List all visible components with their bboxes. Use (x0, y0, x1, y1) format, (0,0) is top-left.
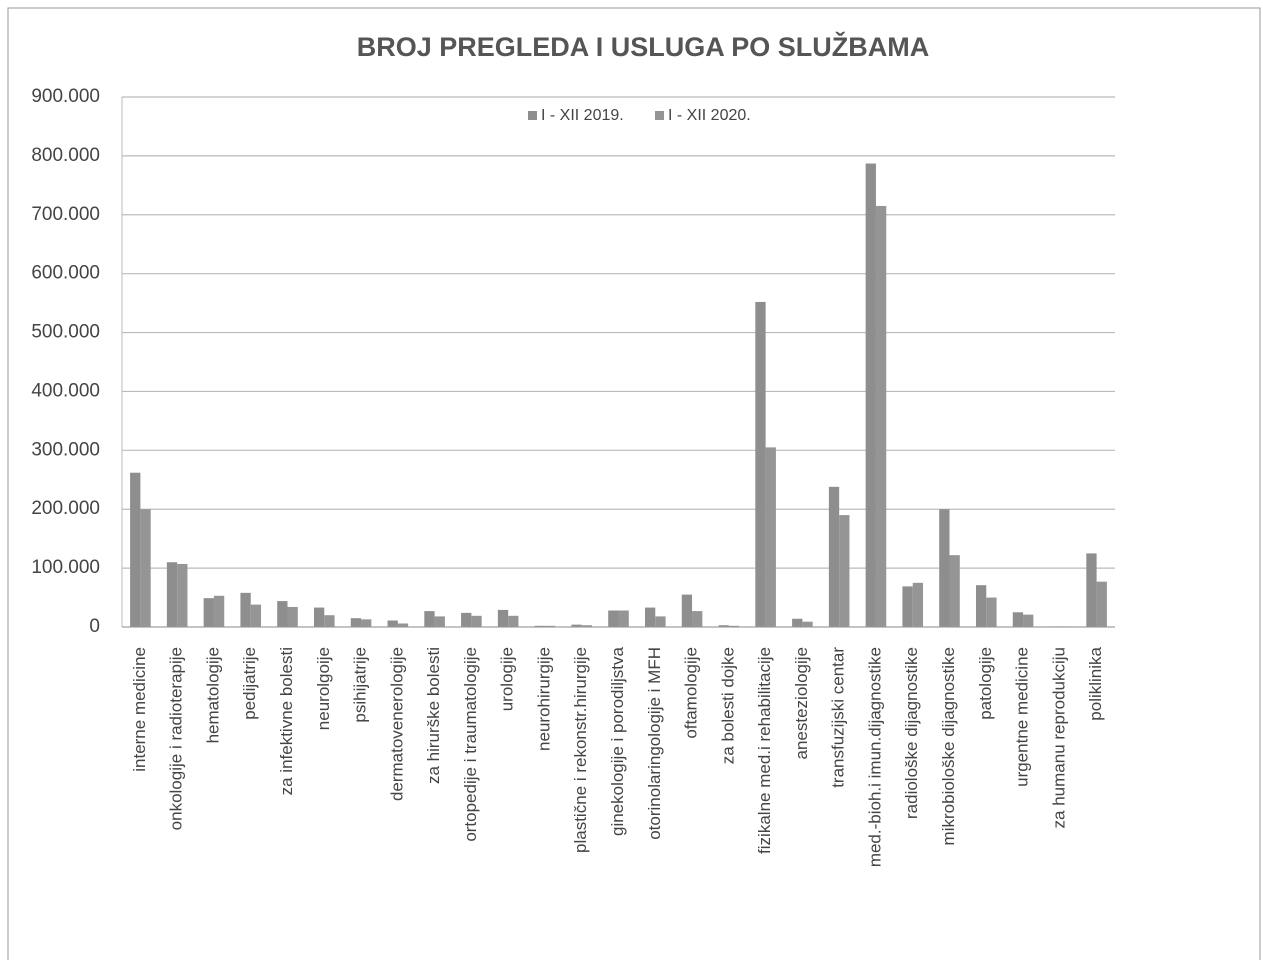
x-tick-label: dermatovenerologije (387, 647, 406, 801)
bar (912, 582, 924, 627)
x-tick-label: mikrobiološke dijagnostike (939, 647, 958, 845)
x-tick-label: ginekologije i porodiljstva (608, 646, 627, 836)
bar (361, 619, 372, 627)
bar (975, 585, 987, 627)
x-tick-label: urgentne medicine (1013, 647, 1032, 787)
bar (350, 618, 362, 627)
legend-label: I - XII 2020. (668, 107, 751, 124)
x-tick-label: radiološke dijagnostike (902, 647, 921, 819)
bar (213, 595, 225, 627)
bar (497, 609, 509, 627)
x-tick-label: fizikalne med.i rehabilitacije (755, 647, 774, 854)
bar (828, 486, 840, 627)
x-tick-label: oftamologije (682, 647, 701, 739)
x-tick-label: otorinolaringologije i MFH (645, 647, 664, 840)
bar (324, 615, 335, 627)
bar (471, 615, 482, 627)
bar (949, 555, 960, 627)
bar (839, 515, 850, 627)
bar (939, 509, 950, 627)
bar (865, 163, 876, 628)
y-tick-label: 200.000 (31, 498, 100, 519)
bar (434, 616, 445, 627)
bar (1096, 581, 1107, 627)
x-tick-label: anesteziologije (792, 647, 811, 759)
x-tick-label: za humanu reprodukciju (1049, 647, 1068, 828)
x-tick-label: transfuzijski centar (829, 647, 848, 788)
y-tick-label: 800.000 (31, 145, 100, 166)
bar (1012, 612, 1024, 627)
x-tick-label: med.-bioh.i imun.dijagnostike (865, 647, 884, 867)
bar (718, 625, 729, 627)
bar (240, 592, 251, 627)
bar (681, 594, 693, 627)
y-tick-label: 0 (89, 616, 100, 637)
bar (250, 604, 262, 627)
bar (508, 615, 519, 627)
bar (277, 601, 288, 627)
legend-label: I - XII 2019. (541, 107, 624, 124)
bar (986, 597, 997, 627)
bar (655, 616, 666, 627)
bar (792, 618, 803, 627)
bar (755, 301, 766, 627)
bar (875, 205, 887, 627)
x-tick-label: interne medicine (130, 647, 149, 772)
y-tick-label: 400.000 (31, 380, 100, 401)
legend-swatch (655, 111, 664, 120)
bar (544, 625, 556, 627)
x-tick-label: hematologije (203, 647, 222, 743)
x-tick-label: urologije (498, 647, 517, 711)
x-tick-label: poliklinika (1086, 646, 1105, 720)
x-tick-label: neurolgoije (314, 647, 333, 730)
x-tick-label: za bolesti dojke (718, 647, 737, 764)
bar (608, 610, 619, 627)
chart-frame (7, 7, 1261, 960)
x-tick-label: patologije (976, 647, 995, 720)
bar (765, 447, 776, 627)
bar (534, 625, 545, 627)
legend-swatch (528, 111, 537, 120)
y-tick-label: 300.000 (31, 439, 100, 460)
y-tick-label: 900.000 (31, 86, 100, 107)
bar (581, 625, 593, 627)
x-tick-label: neurohirurgije (534, 647, 553, 751)
bar (728, 625, 740, 627)
x-tick-label: plastične i rekonstr.hirurgije (571, 647, 590, 853)
bar (166, 562, 178, 627)
x-tick-label: psihijatrije (351, 647, 370, 723)
bar (1086, 553, 1097, 627)
bar (130, 472, 141, 627)
y-tick-label: 500.000 (31, 322, 100, 343)
y-tick-label: 600.000 (31, 263, 100, 284)
y-tick-label: 100.000 (31, 557, 100, 578)
bar (140, 509, 151, 627)
bar (397, 623, 409, 627)
bar (313, 607, 325, 627)
y-tick-label: 700.000 (31, 204, 100, 225)
bar (571, 624, 582, 627)
bar (1023, 614, 1034, 627)
bar (692, 611, 703, 627)
bar (618, 610, 629, 627)
x-tick-label: za infektivne bolesti (277, 647, 296, 795)
chart-title: BROJ PREGLEDA I USLUGA PO SLUŽBAMA (357, 31, 930, 62)
bar (644, 607, 656, 627)
bar (203, 598, 214, 627)
bar (461, 612, 472, 627)
bar (424, 611, 435, 627)
bar (287, 606, 298, 627)
bar (387, 620, 398, 627)
bar (802, 621, 813, 627)
x-tick-label: ortopedije i traumatologije (461, 647, 480, 842)
x-tick-label: onkologije i radioterapije (167, 647, 186, 830)
bar (177, 563, 188, 627)
bar (902, 586, 913, 627)
x-tick-label: za hirurške bolesti (424, 647, 443, 784)
x-tick-label: pedijatrije (240, 647, 259, 720)
